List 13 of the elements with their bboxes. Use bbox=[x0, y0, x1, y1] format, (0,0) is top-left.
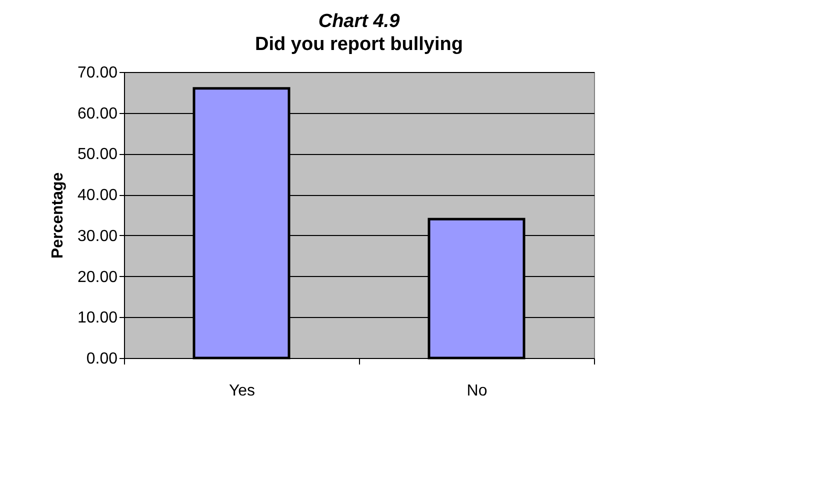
x-tick-label: No bbox=[466, 382, 488, 400]
chart-title: Chart 4.9 bbox=[318, 11, 400, 32]
y-tick-label: 0.00 bbox=[86, 350, 118, 368]
x-tick-label: Yes bbox=[228, 382, 256, 400]
y-tick-label: 20.00 bbox=[77, 268, 118, 286]
chart-subtitle: Did you report bullying bbox=[255, 34, 463, 55]
y-tick-label: 40.00 bbox=[77, 187, 118, 204]
y-tick-label: 30.00 bbox=[77, 228, 118, 245]
y-axis-title: Percentage bbox=[49, 172, 66, 259]
y-tick-label: 50.00 bbox=[77, 146, 118, 164]
y-tick-label: 70.00 bbox=[77, 64, 118, 82]
y-tick-label: 10.00 bbox=[77, 310, 118, 327]
y-tick-label: 60.00 bbox=[77, 105, 118, 122]
